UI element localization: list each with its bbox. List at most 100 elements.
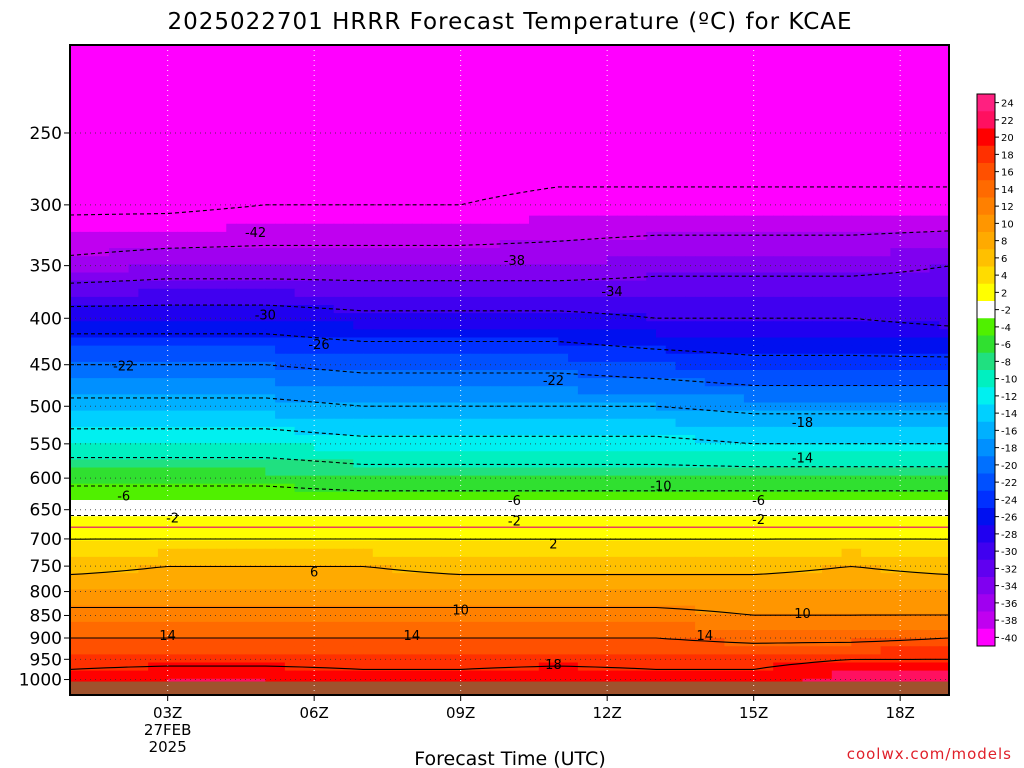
- temperature-cell: [636, 248, 647, 257]
- temperature-cell: [196, 134, 208, 144]
- temperature-cell: [226, 288, 237, 298]
- temperature-cell: [265, 353, 276, 363]
- temperature-cell: [509, 264, 520, 274]
- temperature-cell: [470, 345, 481, 355]
- temperature-cell: [441, 166, 452, 176]
- temperature-cell: [519, 69, 530, 79]
- temperature-cell: [861, 361, 872, 371]
- temperature-cell: [538, 272, 550, 282]
- temperature-cell: [265, 443, 276, 452]
- temperature-cell: [499, 45, 511, 54]
- temperature-cell: [812, 483, 823, 493]
- temperature-cell: [939, 85, 950, 95]
- temperature-cell: [138, 337, 149, 347]
- temperature-cell: [841, 134, 853, 144]
- temperature-cell: [314, 361, 325, 371]
- temperature-cell: [167, 435, 179, 444]
- temperature-cell: [372, 483, 384, 493]
- temperature-cell: [636, 240, 647, 249]
- temperature-cell: [421, 345, 433, 355]
- temperature-cell: [792, 158, 804, 168]
- temperature-cell: [470, 475, 481, 485]
- temperature-cell: [323, 305, 335, 314]
- temperature-cell: [626, 61, 638, 71]
- temperature-cell: [489, 223, 501, 233]
- temperature-cell: [616, 85, 628, 95]
- temperature-cell: [656, 223, 667, 233]
- temperature-cell: [538, 150, 550, 160]
- temperature-cell: [196, 418, 208, 428]
- temperature-cell: [460, 240, 472, 249]
- temperature-cell: [460, 215, 472, 225]
- temperature-cell: [616, 467, 628, 477]
- temperature-cell: [724, 475, 735, 485]
- temperature-cell: [353, 329, 364, 339]
- temperature-cell: [929, 337, 940, 347]
- temperature-cell: [802, 483, 813, 493]
- temperature-cell: [167, 45, 179, 54]
- temperature-cell: [919, 296, 931, 306]
- temperature-cell: [343, 199, 354, 209]
- temperature-cell: [851, 475, 862, 485]
- temperature-cell: [489, 126, 501, 136]
- temperature-cell: [275, 61, 286, 71]
- temperature-cell: [724, 410, 735, 420]
- temperature-cell: [509, 150, 520, 160]
- temperature-cell: [314, 451, 325, 461]
- temperature-cell: [939, 93, 950, 103]
- temperature-cell: [743, 101, 755, 111]
- temperature-cell: [294, 467, 306, 477]
- temperature-cell: [519, 175, 530, 184]
- temperature-cell: [363, 337, 374, 347]
- temperature-cell: [304, 199, 315, 209]
- temperature-cell: [109, 166, 120, 176]
- temperature-cell: [421, 110, 433, 119]
- temperature-cell: [148, 435, 159, 444]
- temperature-cell: [333, 85, 345, 95]
- temperature-cell: [480, 402, 491, 412]
- temperature-cell: [695, 394, 706, 404]
- temperature-cell: [890, 451, 901, 461]
- temperature-cell: [157, 378, 169, 387]
- temperature-cell: [284, 256, 296, 266]
- temperature-cell: [109, 175, 120, 184]
- temperature-cell: [929, 410, 940, 420]
- temperature-cell: [734, 85, 745, 95]
- temperature-cell: [900, 451, 911, 461]
- temperature-cell: [685, 93, 696, 103]
- temperature-cell: [695, 345, 706, 355]
- temperature-cell: [792, 475, 804, 485]
- temperature-cell: [402, 296, 413, 306]
- temperature-cell: [167, 305, 179, 314]
- temperature-cell: [460, 191, 472, 201]
- temperature-cell: [841, 166, 853, 176]
- temperature-cell: [646, 126, 657, 136]
- temperature-cell: [685, 410, 696, 420]
- temperature-cell: [538, 402, 550, 412]
- temperature-cell: [704, 280, 716, 290]
- temperature-cell: [548, 329, 560, 339]
- temperature-cell: [216, 199, 227, 209]
- temperature-cell: [782, 378, 794, 387]
- temperature-cell: [128, 183, 140, 192]
- temperature-cell: [558, 191, 569, 201]
- temperature-cell: [323, 459, 335, 469]
- temperature-cell: [802, 183, 813, 192]
- temperature-cell: [99, 77, 110, 87]
- temperature-cell: [548, 256, 560, 266]
- temperature-cell: [99, 313, 110, 322]
- temperature-cell: [529, 451, 540, 461]
- temperature-cell: [265, 231, 276, 241]
- temperature-cell: [607, 329, 618, 339]
- temperature-cell: [363, 402, 374, 412]
- temperature-cell: [929, 207, 940, 217]
- temperature-cell: [812, 61, 823, 71]
- temperature-cell: [880, 150, 892, 160]
- temperature-cell: [558, 386, 569, 396]
- temperature-cell: [89, 370, 100, 379]
- temperature-cell: [148, 467, 159, 477]
- temperature-cell: [538, 77, 550, 87]
- temperature-cell: [79, 394, 91, 404]
- temperature-cell: [118, 231, 130, 241]
- temperature-cell: [118, 69, 130, 79]
